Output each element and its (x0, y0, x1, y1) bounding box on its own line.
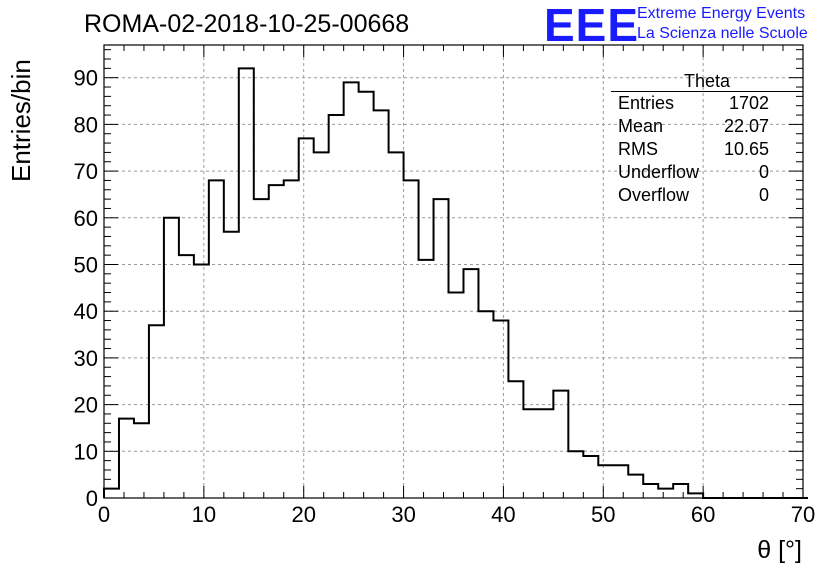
x-tick-label: 70 (791, 502, 815, 527)
y-tick-label: 40 (74, 299, 98, 324)
histogram-bin (404, 180, 419, 498)
stats-row-underflow: Underflow 0 (611, 161, 803, 184)
y-tick-label: 90 (74, 66, 98, 91)
histogram-bin (568, 451, 583, 498)
y-tick-label: 50 (74, 252, 98, 277)
histogram-bin (478, 311, 493, 498)
stats-value: 22.07 (723, 116, 769, 136)
histogram-bin (284, 180, 299, 498)
x-tick-label: 40 (491, 502, 515, 527)
histogram-bin (389, 152, 404, 498)
histogram-bin (643, 484, 658, 498)
y-tick-label: 80 (74, 112, 98, 137)
stats-value: 10.65 (723, 139, 769, 159)
histogram-bin (179, 255, 194, 498)
histogram-bin (538, 409, 553, 498)
x-tick-label: 10 (192, 502, 216, 527)
histogram-bin (164, 218, 179, 498)
stats-value: 0 (758, 162, 769, 182)
histogram-bin (673, 484, 688, 498)
logo-line-2: La Scienza nelle Scuole (637, 25, 808, 42)
histogram-bin (688, 493, 703, 498)
y-axis-label: Entries/bin (6, 59, 36, 182)
histogram-bin (119, 419, 134, 498)
histogram-bin (344, 82, 359, 498)
eee-logo-text: Extreme Energy Events La Scienza nelle S… (637, 4, 808, 44)
x-axis-label: θ [°] (757, 536, 802, 564)
stats-label: Underflow (618, 162, 700, 182)
histogram-bin (613, 465, 628, 498)
histogram-bin (508, 381, 523, 498)
stats-value: 1702 (728, 93, 769, 113)
y-tick-label: 0 (86, 486, 98, 511)
histogram-bin (239, 68, 254, 498)
histogram-bin (329, 115, 344, 498)
histogram-bin (194, 264, 209, 498)
y-tick-label: 20 (74, 393, 98, 418)
histogram-bin (493, 321, 508, 498)
stats-label: Entries (618, 93, 675, 113)
histogram-bin (434, 199, 449, 498)
histogram-bin (104, 489, 119, 498)
plot-frame (103, 44, 804, 499)
stats-row-mean: Mean 22.07 (611, 115, 803, 138)
histogram-bin (269, 185, 284, 498)
stats-row-overflow: Overflow 0 (611, 184, 803, 207)
stats-label: Overflow (618, 185, 690, 205)
histogram-bin (553, 391, 568, 498)
x-tick-label: 60 (691, 502, 715, 527)
y-tick-label: 70 (74, 159, 98, 184)
stats-box: Theta Entries 1702 Mean 22.07 RMS 10.65 … (611, 72, 803, 207)
stats-row-entries: Entries 1702 (611, 92, 803, 115)
histogram-bin (149, 325, 164, 498)
eee-logo: EEE (544, 0, 640, 51)
y-tick-label: 10 (74, 439, 98, 464)
histogram-bin (583, 456, 598, 498)
histogram-bin (463, 269, 478, 498)
stats-title: Theta (611, 72, 803, 92)
histogram-bin (374, 110, 389, 498)
stats-label: RMS (618, 139, 658, 159)
y-tick-label: 60 (74, 206, 98, 231)
x-tick-label: 30 (391, 502, 415, 527)
stats-label: Mean (618, 116, 664, 136)
histogram-bin (224, 232, 239, 498)
histogram-bin (628, 475, 643, 498)
stats-row-rms: RMS 10.65 (611, 138, 803, 161)
x-tick-label: 50 (591, 502, 615, 527)
chart-title: ROMA-02-2018-10-25-00668 (84, 10, 410, 38)
histogram-bin (449, 293, 464, 498)
x-tick-label: 0 (98, 502, 110, 527)
stats-value: 0 (758, 185, 769, 205)
histogram-bin (209, 180, 224, 498)
histogram-bin (299, 138, 314, 498)
histogram-bin (598, 465, 613, 498)
x-tick-label: 20 (291, 502, 315, 527)
histogram-bin (658, 489, 673, 498)
histogram-series (103, 67, 808, 499)
histogram-bin (523, 409, 538, 498)
histogram-bin (254, 199, 269, 498)
y-tick-label: 30 (74, 346, 98, 371)
histogram-bin (134, 423, 149, 498)
histogram-bin (359, 92, 374, 498)
histogram-bin (314, 152, 329, 498)
logo-line-1: Extreme Energy Events (637, 5, 806, 22)
histogram-bin (419, 260, 434, 498)
